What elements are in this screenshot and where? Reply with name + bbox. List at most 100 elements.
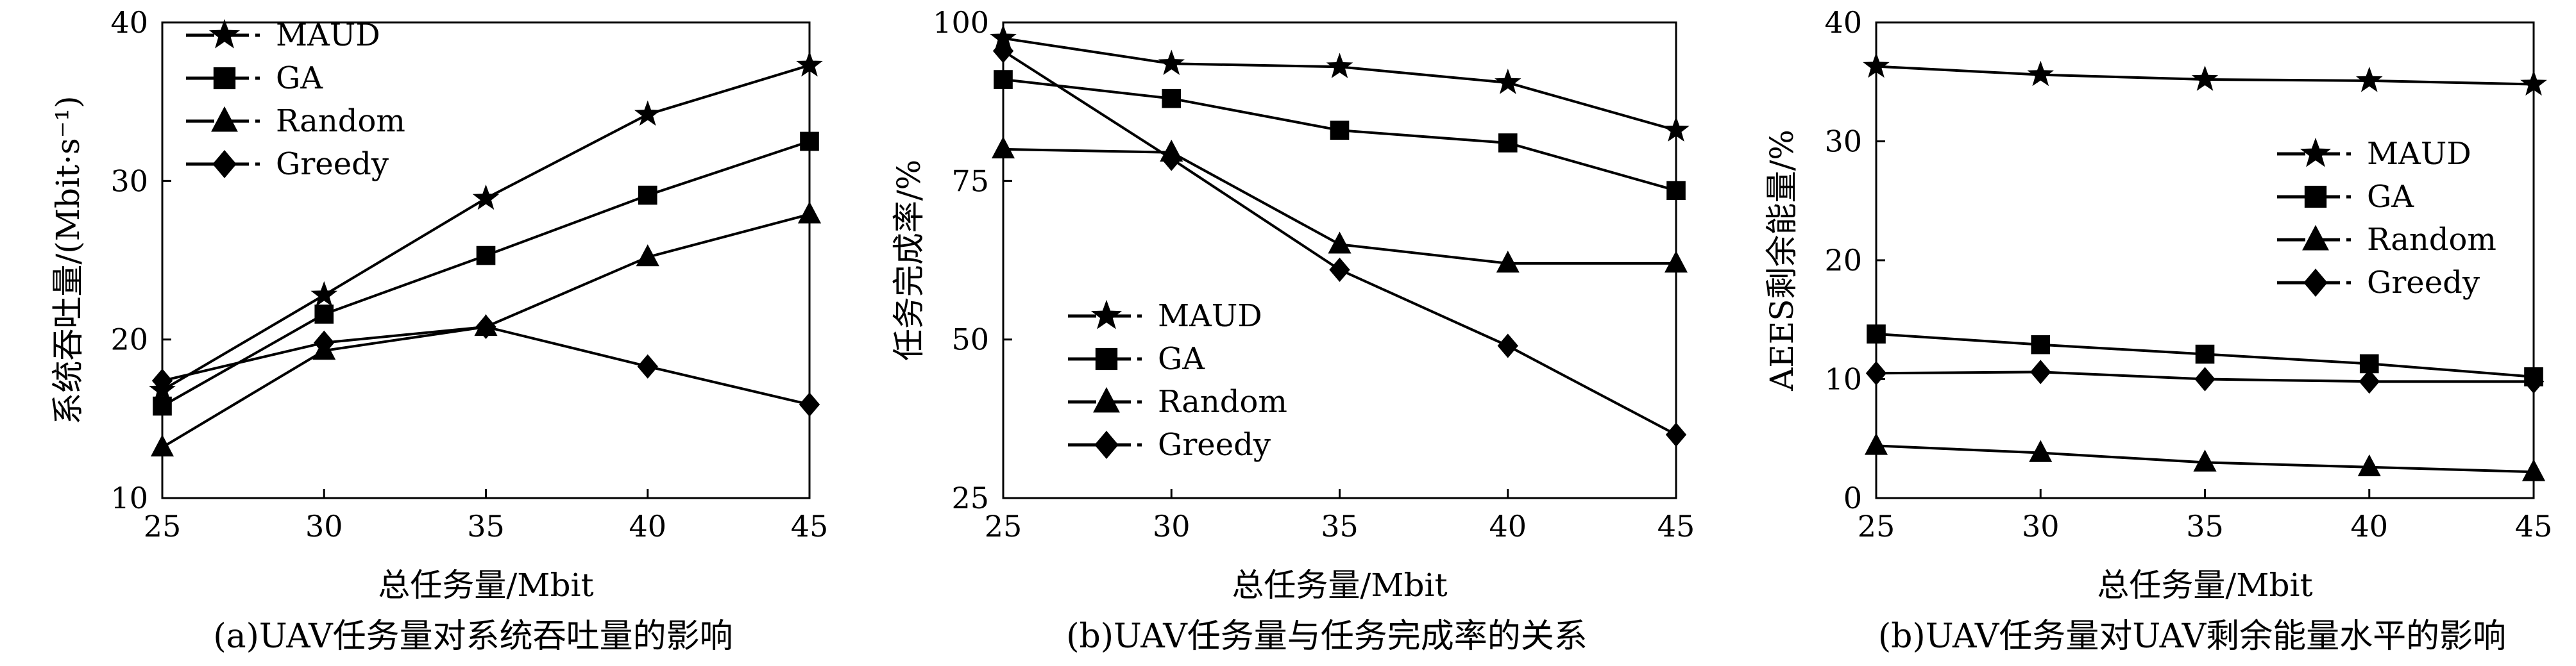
data-point-maud (796, 51, 823, 77)
series-ga (153, 131, 819, 416)
data-point-greedy (2194, 367, 2216, 392)
data-point-ga (1330, 121, 1350, 140)
data-point-greedy (151, 368, 173, 393)
legend-label-random: Random (276, 103, 405, 139)
y-tick-label: 0 (1843, 481, 1862, 515)
legend-label-ga: GA (2367, 179, 2414, 215)
x-tick-label: 40 (2350, 509, 2388, 544)
data-point-greedy (2359, 369, 2380, 394)
legend-marker-greedy (212, 150, 237, 178)
legend-label-greedy: Greedy (1158, 427, 1271, 463)
legend-marker-ga (2304, 185, 2327, 208)
plot-frame (1875, 21, 2535, 499)
series-greedy (992, 38, 1687, 447)
data-point-random (1328, 231, 1352, 254)
data-point-random (2193, 449, 2217, 472)
series-random (991, 136, 1688, 273)
data-point-ga (153, 396, 172, 416)
chart-caption: (b)UAV任务量与任务完成率的关系 (1066, 617, 1588, 656)
data-point-greedy (1665, 422, 1687, 447)
legend-label-maud: MAUD (2367, 136, 2471, 172)
data-point-random (797, 201, 822, 224)
data-point-random (2521, 459, 2546, 481)
data-point-maud (1495, 69, 1521, 94)
chart-caption: (b)UAV任务量对UAV剩余能量水平的影响 (1878, 617, 2506, 656)
x-axis-label: 总任务量/Mbit (2097, 567, 2312, 604)
x-tick-label: 45 (2515, 509, 2553, 544)
data-point-ga (1162, 88, 1182, 108)
legend-marker-random (1093, 387, 1120, 413)
data-point-greedy (2523, 369, 2545, 394)
series-greedy (1865, 360, 2545, 394)
data-point-ga (314, 304, 334, 324)
data-point-maud (2520, 70, 2547, 96)
data-point-greedy (1161, 146, 1182, 171)
legend-label-greedy: Greedy (276, 146, 389, 182)
y-axis-label: 任务完成率/% (890, 160, 928, 361)
series-ga (994, 70, 1686, 200)
legend: MAUD GA Random Greedy (1068, 298, 1287, 463)
chart-panel-2: 25 30 35 40 45 25 50 75 100 总任务量/Mbit 任务完成率/% (b)UA… (890, 5, 1695, 656)
legend-label-ga: GA (276, 60, 323, 96)
legend-label-ga: GA (1158, 341, 1205, 377)
series-maud (149, 51, 823, 402)
legend-marker-maud (208, 19, 241, 49)
data-point-ga (638, 185, 657, 205)
data-point-maud (1326, 53, 1353, 78)
legend-marker-ga (1095, 347, 1118, 370)
data-point-ga (2031, 335, 2051, 354)
data-point-random (1864, 433, 1888, 455)
y-tick-label: 40 (110, 5, 148, 40)
x-tick-label: 25 (144, 509, 182, 544)
y-tick-label: 100 (933, 5, 989, 40)
legend-marker-maud (2300, 137, 2332, 167)
data-point-greedy (2030, 360, 2051, 385)
data-point-maud (1663, 116, 1690, 142)
data-point-ga (476, 246, 496, 265)
legend-marker-greedy (2303, 269, 2328, 297)
y-tick-label: 10 (110, 481, 148, 515)
data-point-greedy (475, 314, 496, 339)
data-point-ga (2359, 354, 2379, 374)
legend-label-greedy: Greedy (2367, 265, 2480, 301)
x-tick-label: 30 (2022, 509, 2060, 544)
legend-label-random: Random (1158, 384, 1287, 420)
y-tick-label: 30 (110, 163, 148, 198)
legend-label-maud: MAUD (276, 17, 380, 53)
x-tick-label: 35 (467, 509, 505, 544)
x-tick-label: 35 (2186, 509, 2224, 544)
data-point-greedy (314, 330, 335, 355)
data-point-maud (634, 100, 661, 126)
data-point-greedy (637, 354, 658, 379)
series-maud (1863, 52, 2547, 96)
y-tick-label: 75 (951, 163, 989, 198)
y-tick-label: 30 (1824, 124, 1862, 159)
x-axis-label: 总任务量/Mbit (1232, 567, 1447, 604)
data-point-random (2029, 440, 2053, 462)
data-point-random (991, 136, 1015, 159)
x-tick-label: 40 (1489, 509, 1527, 544)
legend: MAUD GA Random Greedy (186, 17, 405, 182)
data-point-ga (1867, 324, 1886, 344)
chart-panel-1: 25 30 35 40 45 10 20 30 40 总任务量/Mbit 系统吞吐量/(Mbit·s… (49, 5, 828, 656)
x-axis-label: 总任务量/Mbit (378, 567, 593, 604)
legend-marker-maud (1090, 299, 1123, 329)
data-point-greedy (799, 392, 820, 417)
y-tick-label: 50 (951, 322, 989, 357)
series-random (1864, 433, 2546, 481)
data-point-maud (2027, 60, 2054, 87)
x-tick-label: 30 (1153, 509, 1191, 544)
y-tick-label: 40 (1824, 5, 1862, 40)
y-tick-label: 25 (951, 481, 989, 515)
x-tick-label: 40 (629, 509, 666, 544)
series-line-maud (161, 63, 810, 392)
legend-marker-ga (213, 67, 236, 90)
x-tick-label: 45 (791, 509, 829, 544)
data-point-maud (2356, 67, 2383, 92)
y-axis-label: 系统吞吐量/(Mbit·s⁻¹) (49, 96, 87, 424)
legend-marker-random (211, 106, 238, 132)
x-tick-label: 30 (305, 509, 343, 544)
series-line-ga (162, 140, 810, 408)
x-tick-label: 25 (985, 509, 1022, 544)
